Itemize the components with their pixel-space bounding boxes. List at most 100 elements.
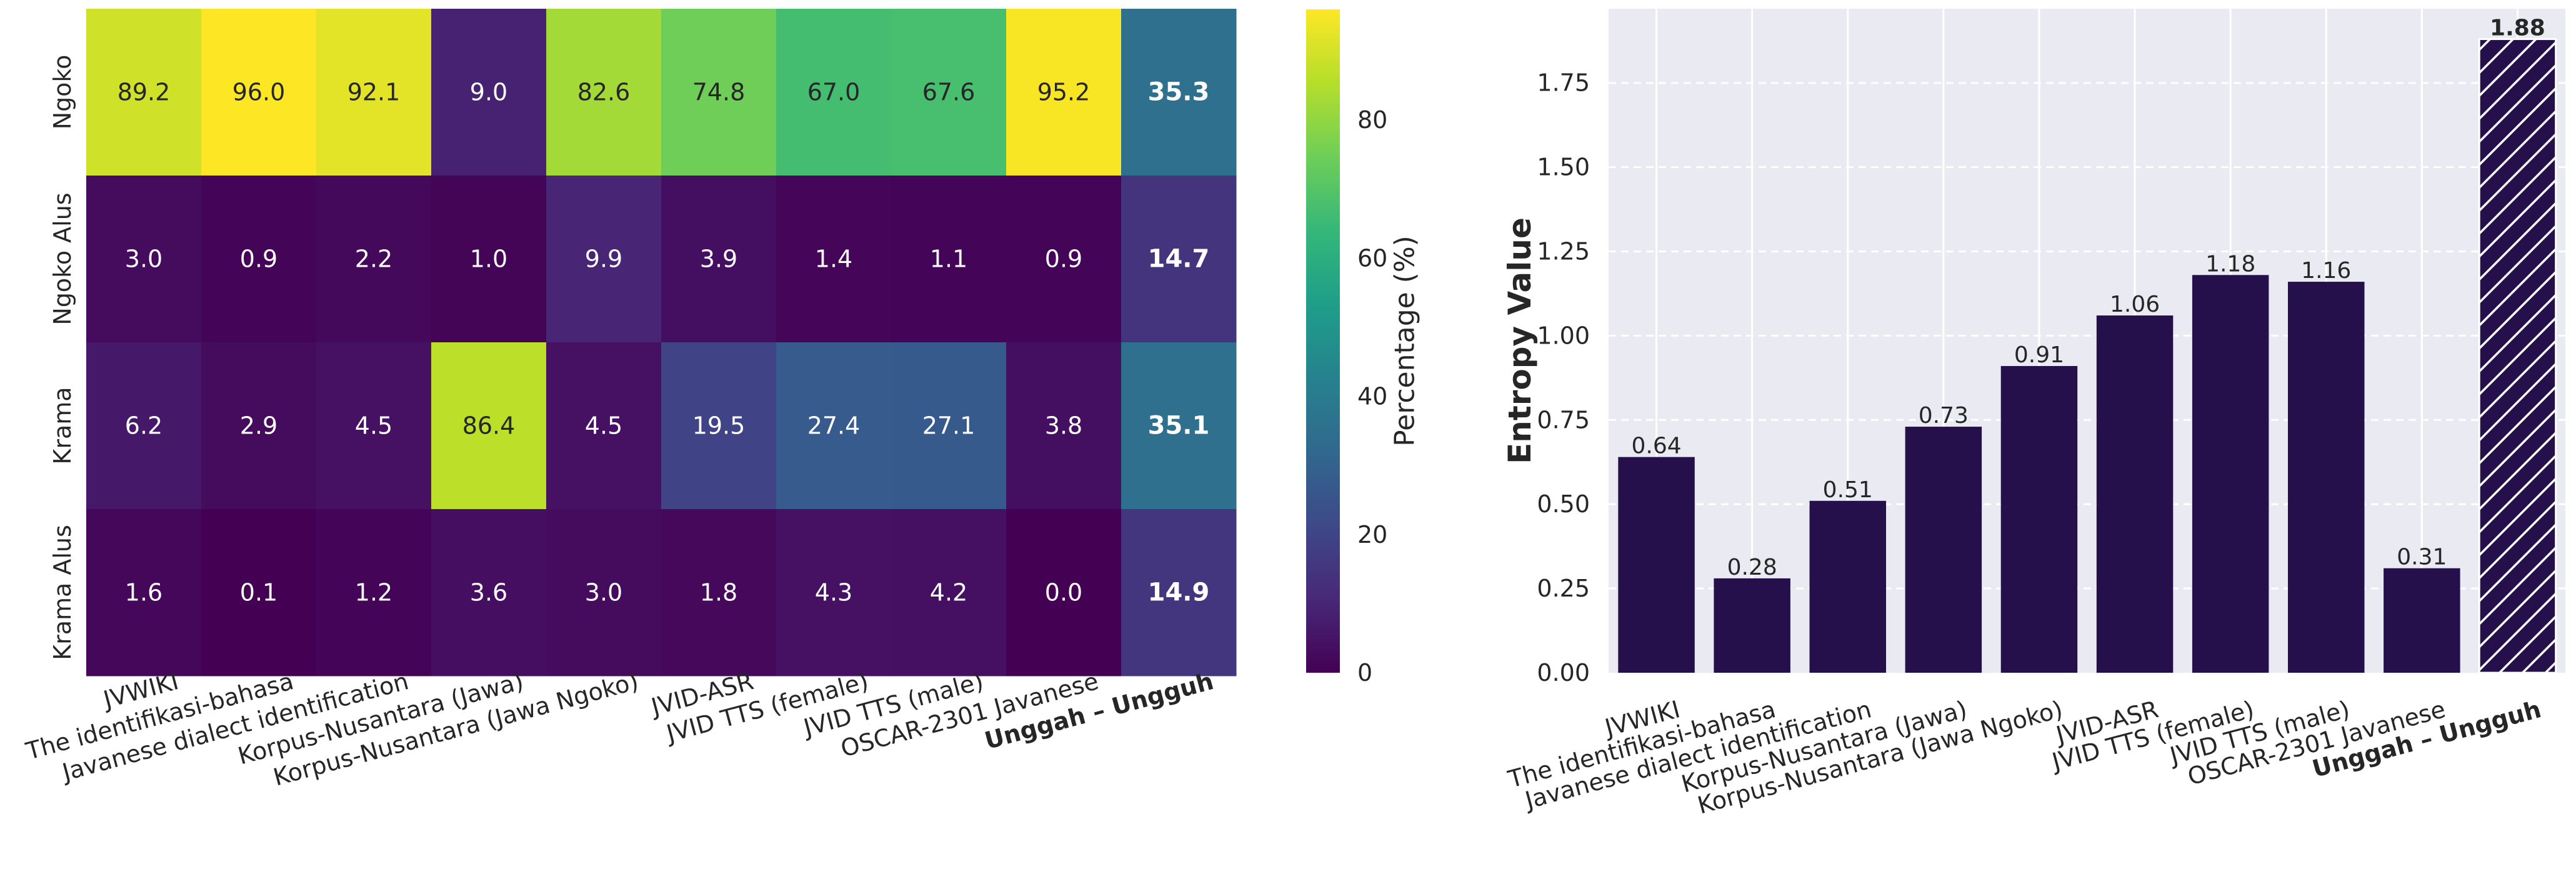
heatmap-cell [546, 342, 662, 510]
heatmap-cell-label: 1.0 [470, 245, 507, 273]
heatmap-cell [661, 342, 777, 510]
heatmap-cell [431, 509, 547, 676]
heatmap-cells: 89.2 96.0 92.1 9.0 82.6 74.8 67.0 67.6 95.2 35.3 3… [86, 9, 1237, 676]
heatmap-cell-label: 1.2 [355, 579, 392, 607]
bar-y-tick-label: 0.50 [1537, 490, 1590, 518]
heatmap-cell-label: 19.5 [692, 412, 746, 440]
heatmap-cell-label: 9.0 [470, 79, 507, 106]
heatmap-cell-label: 74.8 [692, 79, 746, 106]
heatmap-cell-label: 86.4 [462, 412, 516, 440]
heatmap-cell [891, 509, 1007, 676]
colorbar-tick-label: 20 [1357, 521, 1387, 548]
bar-y-axis-label: Entropy Value [1502, 217, 1538, 464]
heatmap-cell [1006, 342, 1122, 510]
heatmap-cell [201, 9, 317, 176]
heatmap-cell-label: 3.8 [1045, 412, 1082, 440]
heatmap-cell [891, 342, 1007, 510]
heatmap-cell-label: 4.3 [815, 579, 852, 607]
bar-value-label: 1.06 [2110, 292, 2160, 317]
heatmap-cell-label: 3.9 [700, 245, 737, 273]
heatmap-cell-label: 0.1 [240, 579, 277, 607]
heatmap-cell [1006, 9, 1122, 176]
heatmap-cell [1121, 176, 1237, 343]
heatmap-chart: 89.2 96.0 92.1 9.0 82.6 74.8 67.0 67.6 95.2 35.3 3… [22, 9, 1237, 791]
heatmap-cell-label: 6.2 [125, 412, 162, 440]
heatmap-cell-label: 35.1 [1148, 412, 1210, 440]
heatmap-cell [86, 342, 202, 510]
colorbar-tick-label: 80 [1357, 106, 1387, 134]
bar-y-tick-label: 0.25 [1537, 575, 1590, 602]
colorbar-gradient [1306, 9, 1340, 673]
bar [1809, 500, 1886, 673]
heatmap-cell [86, 176, 202, 343]
heatmap-cell [86, 509, 202, 676]
bar [2000, 365, 2078, 673]
heatmap-cell [1121, 509, 1237, 676]
bar-y-tick-label: 1.50 [1537, 154, 1590, 181]
heatmap-cell-label: 0.0 [1045, 579, 1082, 607]
heatmap-cell-label: 0.9 [1045, 245, 1082, 273]
heatmap-cell [661, 9, 777, 176]
heatmap-cell-label: 92.1 [347, 79, 401, 106]
heatmap-cell [661, 176, 777, 343]
heatmap-cell [546, 9, 662, 176]
bar-plot-background [1609, 9, 2565, 673]
heatmap-cell-label: 1.4 [815, 245, 852, 273]
bar-y-tick-label: 0.00 [1537, 659, 1590, 686]
heatmap-cell-label: 3.6 [470, 579, 507, 607]
heatmap-cell [546, 176, 662, 343]
heatmap-cell-label: 14.9 [1148, 578, 1210, 607]
heatmap-cell [316, 9, 432, 176]
heatmap-cell-label: 1.8 [700, 579, 737, 607]
heatmap-cell-label: 3.0 [125, 245, 162, 273]
heatmap-cell [1006, 509, 1122, 676]
heatmap-row-labels: Ngoko Ngoko Alus Krama Krama Alus [49, 55, 76, 660]
heatmap-cell-label: 89.2 [117, 79, 171, 106]
bar [2384, 568, 2460, 673]
colorbar-label: Percentage (%) [1389, 235, 1421, 447]
heatmap-cell [776, 9, 892, 176]
bar [2096, 315, 2174, 673]
bar-value-label: 0.31 [2397, 545, 2447, 570]
heatmap-cell-label: 2.2 [355, 245, 392, 273]
colorbar-tick-label: 40 [1357, 383, 1387, 410]
colorbar: 0 20 40 60 80 Percentage (%) [1306, 9, 1421, 686]
bar [2288, 282, 2365, 673]
heatmap-row-label: Krama Alus [49, 525, 76, 660]
heatmap-cell [776, 176, 892, 343]
bar-value-label: 0.91 [2014, 342, 2064, 368]
heatmap-cell-label: 3.0 [585, 579, 622, 607]
bar-value-label: 0.73 [1919, 403, 1969, 429]
bar-y-tick-label: 1.75 [1537, 69, 1590, 97]
heatmap-cell [316, 509, 432, 676]
bar [1714, 578, 1790, 673]
heatmap-cell-label: 4.2 [930, 579, 967, 607]
heatmap-cell [891, 9, 1007, 176]
heatmap-cell [316, 176, 432, 343]
heatmap-cell [776, 509, 892, 676]
heatmap-cell [316, 342, 432, 510]
heatmap-cell-label: 1.1 [930, 245, 967, 273]
heatmap-cell [546, 509, 662, 676]
heatmap-cell-label: 4.5 [355, 412, 392, 440]
heatmap-cell [201, 176, 317, 343]
heatmap-cell-label: 27.1 [922, 412, 976, 440]
colorbar-tick-label: 60 [1357, 244, 1387, 272]
bar [2478, 38, 2557, 674]
bar [1618, 457, 1695, 673]
bar [2192, 275, 2269, 673]
bar-y-ticks: 0.00 0.25 0.50 0.75 1.00 1.25 1.50 1.75 [1537, 69, 1590, 686]
bar-value-label: 0.51 [1823, 477, 1873, 503]
heatmap-cell [201, 509, 317, 676]
heatmap-cell [431, 342, 547, 510]
heatmap-cell-label: 95.2 [1037, 79, 1091, 106]
bar-y-tick-label: 0.75 [1537, 406, 1590, 434]
heatmap-cell [431, 9, 547, 176]
heatmap-cell [1121, 9, 1237, 176]
heatmap-cell [891, 176, 1007, 343]
bar-value-label: 1.88 [2490, 16, 2545, 41]
heatmap-cell-label: 14.7 [1148, 245, 1210, 274]
